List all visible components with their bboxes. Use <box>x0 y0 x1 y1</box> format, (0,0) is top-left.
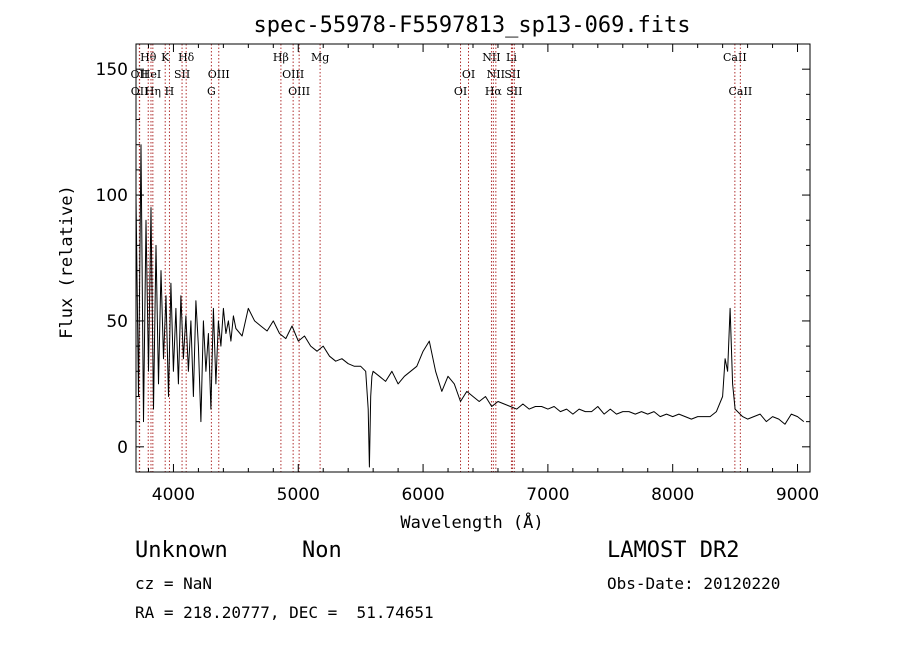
x-tick-label: 7000 <box>526 485 569 505</box>
survey-name: LAMOST DR2 <box>607 538 740 563</box>
line-marker-label: H <box>165 85 175 98</box>
line-marker-label: SII <box>174 68 190 81</box>
object-class: Unknown <box>135 538 228 563</box>
y-tick-label: 0 <box>117 438 128 458</box>
y-tick-label: 100 <box>96 186 128 206</box>
line-marker-label: SII <box>504 68 520 81</box>
observation-date: Obs-Date: 20120220 <box>607 574 781 593</box>
line-marker-label: OII <box>131 68 149 81</box>
x-tick-label: 5000 <box>277 485 320 505</box>
line-marker-label: HeI <box>141 68 161 81</box>
redshift-cz: cz = NaN <box>135 574 213 593</box>
x-tick-label: 9000 <box>776 485 819 505</box>
x-axis-label: Wavelength (Å) <box>400 511 543 533</box>
x-tick-label: 6000 <box>401 485 444 505</box>
chart-title: spec-55978-F5597813_sp13-069.fits <box>253 13 690 38</box>
line-marker-label: OIII <box>208 68 230 81</box>
line-marker-label: Hα <box>485 85 503 98</box>
line-marker-label: CaII <box>723 51 747 64</box>
line-marker-label: Hβ <box>273 51 289 64</box>
y-axis-label: Flux (relative) <box>57 185 77 339</box>
object-subclass: Non <box>302 538 342 563</box>
line-marker-label: OI <box>454 85 467 98</box>
line-marker-label: OIII <box>282 68 304 81</box>
spectral-line-markers: HθOIIOIIHeIHηKSIIHHδOIIIGHβOIIIOIIIMgOIO… <box>131 44 753 472</box>
line-marker-label: Li <box>506 51 517 64</box>
line-marker-label: Hθ <box>140 51 157 64</box>
line-marker-label: OI <box>462 68 475 81</box>
x-tick-label: 8000 <box>651 485 694 505</box>
x-tick-label: 4000 <box>152 485 195 505</box>
y-tick-label: 150 <box>96 60 128 80</box>
line-marker-label: NII <box>482 51 500 64</box>
line-marker-label: OII <box>131 85 149 98</box>
coordinates: RA = 218.20777, DEC = 51.74651 <box>135 603 434 622</box>
line-marker-label: SII <box>506 85 522 98</box>
line-marker-label: OIII <box>288 85 310 98</box>
line-marker-label: NII <box>487 68 505 81</box>
line-marker-label: G <box>207 85 216 98</box>
y-tick-label: 50 <box>106 312 128 332</box>
line-marker-label: K <box>161 51 170 64</box>
line-marker-label: Hδ <box>178 51 195 64</box>
axis-ticks: 4000 5000 6000 7000 8000 9000 0 50 100 150 <box>96 43 819 505</box>
series-layer <box>135 144 805 468</box>
plot-frame <box>135 43 811 473</box>
line-marker-label: CaII <box>729 85 753 98</box>
flux-series-line <box>135 144 805 468</box>
line-marker-label: Mg <box>311 51 329 64</box>
line-marker-label: Hη <box>145 85 161 98</box>
